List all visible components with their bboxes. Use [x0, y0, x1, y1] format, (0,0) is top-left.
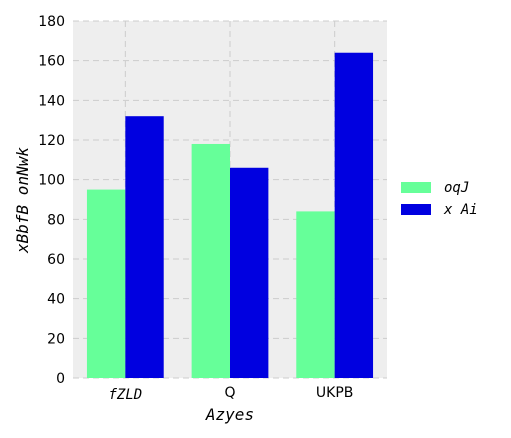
bars: [86, 52, 374, 378]
x-axis-ticks: fZLD Q UKPB: [108, 385, 353, 403]
y-tick-label-8: 160: [38, 54, 65, 70]
y-tick-label-6: 120: [38, 133, 65, 149]
y-tick-label-7: 140: [38, 93, 65, 109]
legend: oqJ x Ai: [401, 180, 478, 218]
bar-2-fZLD: [125, 116, 164, 378]
bar-2-Q: [230, 167, 269, 378]
x-tick-label-1: Q: [224, 385, 235, 401]
x-tick-label-0: fZLD: [108, 387, 142, 403]
legend-swatch-1: [401, 182, 431, 193]
legend-label-1: oqJ: [444, 180, 469, 196]
x-tick-label-2: UKPB: [316, 385, 353, 401]
y-axis-ticks: 0 20 40 60 80 100 120 140 160 180: [38, 14, 65, 387]
legend-label-2: x Ai: [443, 202, 478, 218]
x-axis-title: Azyes: [205, 405, 254, 424]
y-tick-label-3: 60: [47, 252, 65, 268]
y-tick-label-0: 0: [56, 371, 65, 387]
y-axis-title: xBbfB onNwk: [13, 147, 32, 254]
bar-1-fZLD: [86, 189, 126, 378]
y-tick-label-1: 20: [47, 331, 65, 347]
legend-swatch-2: [401, 204, 431, 215]
bar-1-Q: [191, 143, 230, 378]
y-tick-label-4: 80: [47, 212, 65, 228]
y-tick-label-2: 40: [47, 292, 65, 308]
bar-1-UKPB: [296, 211, 335, 378]
y-tick-label-9: 180: [38, 14, 65, 30]
bar-2-UKPB: [334, 52, 374, 378]
y-tick-label-5: 100: [38, 173, 65, 189]
